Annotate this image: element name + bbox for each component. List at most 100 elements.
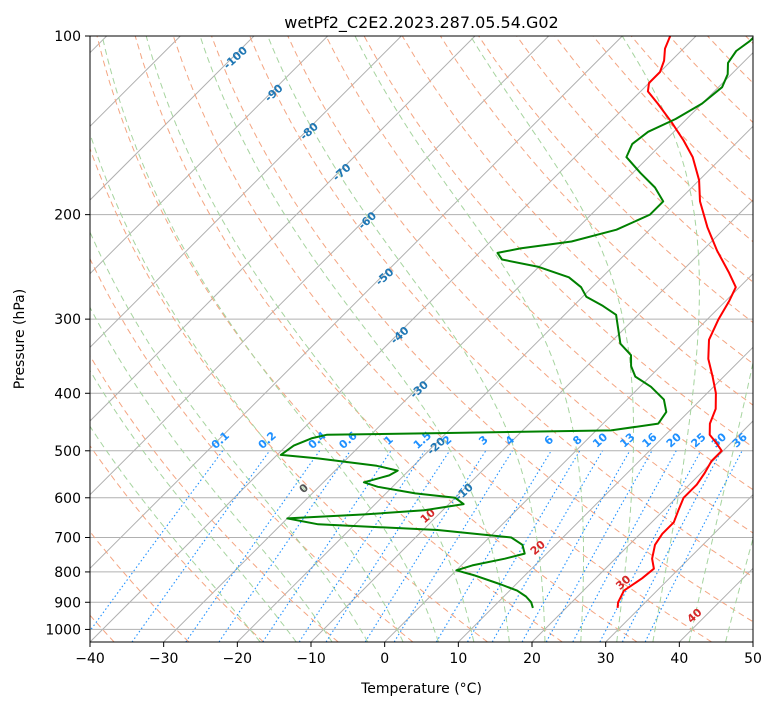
reference-label: 3 xyxy=(476,433,490,448)
reference-label: 16 xyxy=(640,430,660,450)
reference-label: 25 xyxy=(689,430,709,450)
isotherm-line xyxy=(90,36,550,496)
moist-adiabat-line xyxy=(267,36,546,642)
mixing-ratio-line xyxy=(131,450,271,642)
reference-label: 40 xyxy=(685,606,705,626)
y-tick-label: 400 xyxy=(54,386,81,402)
moist-adiabats xyxy=(90,36,753,642)
mixing-ratio-line xyxy=(521,450,631,642)
moist-adiabat-line xyxy=(199,36,510,642)
mixing-ratio-line xyxy=(572,450,677,642)
moist-adiabat-line xyxy=(90,132,404,642)
moist-adiabat-line xyxy=(90,369,297,642)
reference-label: -70 xyxy=(330,161,354,184)
isotherm-line xyxy=(236,125,753,642)
x-tick-label: −40 xyxy=(75,651,105,667)
dewpoint-trace xyxy=(279,36,753,609)
dry-adiabat-line xyxy=(134,36,638,642)
x-tick-label: 0 xyxy=(380,651,389,667)
y-tick-label: 600 xyxy=(54,491,81,507)
moist-adiabat-line xyxy=(101,36,439,642)
reference-label: -30 xyxy=(408,378,432,401)
x-axis-label: Temperature (°C) xyxy=(360,681,482,697)
dry-adiabat-line xyxy=(325,36,753,491)
reference-label: -90 xyxy=(262,81,286,104)
isotherm-line xyxy=(90,36,476,422)
moist-adiabat-line xyxy=(688,360,753,642)
moist-adiabat-line xyxy=(621,36,700,642)
isotherm-line xyxy=(384,272,753,642)
reference-label: -10 xyxy=(452,481,476,504)
dry-adiabat-line xyxy=(90,530,190,642)
x-tick-label: −20 xyxy=(223,651,253,667)
y-tick-label: 300 xyxy=(54,312,81,328)
moist-adiabat-line xyxy=(90,306,333,642)
y-tick-label: 800 xyxy=(54,565,81,581)
reference-label: 36 xyxy=(730,430,750,450)
isotherm-line xyxy=(678,567,753,642)
x-axis-ticks: −40 −30 −20 −10 0 10 20 30 40 50 xyxy=(75,642,762,667)
mixing-ratio-line xyxy=(545,450,653,642)
isotherm-line xyxy=(90,36,255,201)
x-tick-label: 50 xyxy=(744,651,762,667)
chart-title: wetPf2_C2E2.2023.287.05.54.G02 xyxy=(284,13,558,33)
isotherm-line xyxy=(90,36,329,275)
x-tick-label: 40 xyxy=(670,651,688,667)
dry-adiabat-line xyxy=(90,147,488,642)
isotherm-line xyxy=(605,493,753,642)
mixing-ratio-line xyxy=(90,450,224,632)
dry-adiabat-line xyxy=(211,36,753,623)
y-tick-label: 500 xyxy=(54,444,81,460)
moist-adiabat-line xyxy=(470,36,634,642)
isotherm-line xyxy=(90,36,623,570)
isotherm-line xyxy=(90,36,697,642)
y-axis-label: Pressure (hPa) xyxy=(12,289,28,389)
reference-label: 30 xyxy=(613,572,633,592)
dry-adiabat-line xyxy=(707,36,753,84)
mixing-ratio-line xyxy=(185,450,321,642)
x-tick-label: −10 xyxy=(296,651,326,667)
dry-adiabats xyxy=(90,36,753,642)
mixing-ratio-lines xyxy=(90,450,743,642)
dry-adiabat-line xyxy=(439,36,753,365)
dry-adiabat-line xyxy=(172,36,712,642)
x-tick-label: 30 xyxy=(597,651,615,667)
mixing-ratio-line xyxy=(298,450,426,642)
mixing-ratio-line xyxy=(364,450,487,642)
isotherm-gridlines xyxy=(90,36,753,642)
plot-area: -100-90-80-70-60-50-40-30-20-100.1 0.2 0.4… xyxy=(90,36,753,642)
reference-label: 4 xyxy=(503,433,518,448)
moist-adiabat-line xyxy=(90,425,261,642)
isotherm-line xyxy=(531,420,753,642)
x-tick-label: 10 xyxy=(449,651,467,667)
dry-adiabat-line xyxy=(287,36,753,534)
reference-label: 6 xyxy=(542,433,557,448)
moist-adiabat-line xyxy=(725,537,753,642)
y-axis-ticks: 100 200 300 400 500 600 700 800 900 1000 xyxy=(45,29,90,638)
mixing-ratio-line xyxy=(644,450,743,642)
x-tick-label: −30 xyxy=(149,651,179,667)
reference-label: 0 xyxy=(297,481,312,496)
mixing-ratio-line xyxy=(325,450,451,642)
mixing-ratio-line xyxy=(435,450,552,642)
reference-label: 0.6 xyxy=(336,429,359,452)
temperature-trace xyxy=(616,36,737,608)
isotherm-line xyxy=(90,36,402,349)
y-tick-label: 900 xyxy=(54,595,81,611)
y-tick-label: 700 xyxy=(54,531,81,547)
isotherm-line xyxy=(457,346,753,642)
reference-label: -40 xyxy=(388,324,412,347)
dry-adiabat-line xyxy=(90,444,264,642)
y-tick-label: 200 xyxy=(54,208,81,224)
isotherm-line xyxy=(163,51,753,642)
y-tick-label: 1000 xyxy=(45,622,81,638)
dry-adiabat-line xyxy=(516,36,753,283)
reference-label: -50 xyxy=(373,265,397,288)
moist-adiabat-line xyxy=(354,36,584,642)
sounding-traces xyxy=(279,36,753,609)
dry-adiabat-line xyxy=(249,36,753,578)
reference-label: 13 xyxy=(617,430,637,450)
reference-label: 0.1 xyxy=(209,429,232,452)
reference-label: 1 xyxy=(381,433,395,448)
